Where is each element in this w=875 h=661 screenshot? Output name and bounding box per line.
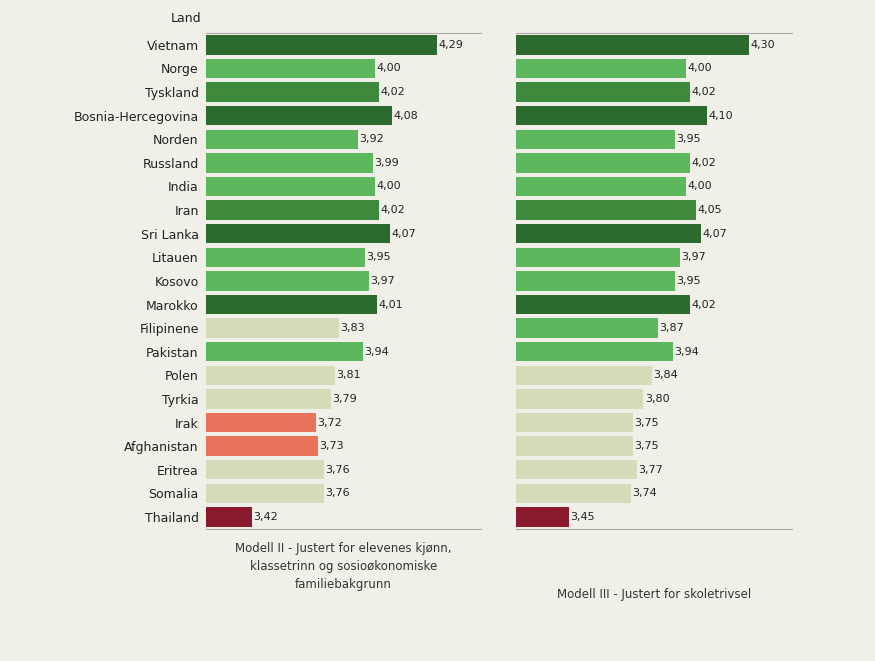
Text: 3,80: 3,80 bbox=[645, 394, 669, 404]
Text: 3,77: 3,77 bbox=[639, 465, 663, 475]
Text: 3,76: 3,76 bbox=[326, 488, 350, 498]
Text: 4,08: 4,08 bbox=[394, 110, 418, 121]
Bar bbox=[206, 508, 252, 527]
Bar bbox=[516, 106, 707, 126]
Bar bbox=[206, 177, 375, 196]
Text: 3,72: 3,72 bbox=[317, 418, 342, 428]
Text: 4,05: 4,05 bbox=[697, 205, 723, 215]
Text: 3,95: 3,95 bbox=[676, 276, 701, 286]
Bar bbox=[206, 59, 375, 78]
Bar bbox=[206, 413, 316, 432]
Bar bbox=[206, 436, 318, 456]
Text: 4,07: 4,07 bbox=[702, 229, 727, 239]
Bar bbox=[206, 342, 362, 362]
Text: Modell III - Justert for skoletrivsel: Modell III - Justert for skoletrivsel bbox=[557, 588, 751, 602]
Text: 4,07: 4,07 bbox=[391, 229, 416, 239]
Text: 4,02: 4,02 bbox=[691, 158, 716, 168]
Text: 4,00: 4,00 bbox=[687, 63, 711, 73]
Text: 4,00: 4,00 bbox=[376, 63, 401, 73]
Bar bbox=[206, 224, 390, 243]
Bar bbox=[516, 484, 631, 503]
Text: 3,84: 3,84 bbox=[654, 370, 678, 380]
Bar bbox=[206, 271, 369, 291]
Text: 3,97: 3,97 bbox=[370, 276, 395, 286]
Text: 4,00: 4,00 bbox=[687, 182, 711, 192]
Bar bbox=[206, 153, 373, 173]
Text: 4,02: 4,02 bbox=[381, 205, 405, 215]
Bar bbox=[516, 460, 637, 479]
Bar bbox=[516, 413, 633, 432]
Text: 3,75: 3,75 bbox=[634, 441, 659, 451]
Text: 4,30: 4,30 bbox=[751, 40, 775, 50]
Bar bbox=[206, 295, 377, 314]
Bar bbox=[516, 177, 686, 196]
Text: 4,00: 4,00 bbox=[376, 182, 401, 192]
Text: 3,42: 3,42 bbox=[254, 512, 278, 522]
Text: 4,02: 4,02 bbox=[381, 87, 405, 97]
Bar bbox=[206, 319, 340, 338]
Bar bbox=[516, 271, 676, 291]
Bar bbox=[206, 389, 331, 408]
Text: 4,29: 4,29 bbox=[438, 40, 463, 50]
Bar bbox=[516, 436, 633, 456]
Text: 4,10: 4,10 bbox=[709, 110, 733, 121]
Text: 3,74: 3,74 bbox=[632, 488, 657, 498]
Text: 3,81: 3,81 bbox=[336, 370, 360, 380]
Bar bbox=[206, 83, 380, 102]
Bar bbox=[516, 153, 690, 173]
Bar bbox=[206, 460, 325, 479]
Text: 3,95: 3,95 bbox=[366, 253, 390, 262]
Bar bbox=[206, 248, 365, 267]
Text: 4,01: 4,01 bbox=[379, 299, 403, 309]
Text: 3,83: 3,83 bbox=[340, 323, 365, 333]
Text: 3,75: 3,75 bbox=[634, 418, 659, 428]
Bar bbox=[206, 106, 392, 126]
Bar bbox=[516, 319, 658, 338]
Bar bbox=[206, 484, 325, 503]
Text: 4,02: 4,02 bbox=[691, 299, 716, 309]
Text: 3,94: 3,94 bbox=[675, 347, 699, 357]
Bar bbox=[516, 35, 750, 55]
Text: 3,92: 3,92 bbox=[360, 134, 384, 144]
Bar bbox=[206, 200, 380, 220]
Bar bbox=[516, 200, 696, 220]
Text: Land: Land bbox=[171, 12, 201, 25]
Bar bbox=[206, 35, 437, 55]
Bar bbox=[516, 224, 701, 243]
Bar bbox=[206, 130, 358, 149]
Text: 3,99: 3,99 bbox=[374, 158, 399, 168]
Bar bbox=[516, 295, 690, 314]
Text: 3,87: 3,87 bbox=[660, 323, 684, 333]
Text: 3,97: 3,97 bbox=[681, 253, 705, 262]
Bar bbox=[516, 389, 643, 408]
Bar bbox=[516, 248, 680, 267]
Text: Modell II - Justert for elevenes kjønn,
klassetrinn og sosioøkonomiske
familieba: Modell II - Justert for elevenes kjønn, … bbox=[235, 542, 452, 591]
Text: 3,73: 3,73 bbox=[319, 441, 344, 451]
Bar bbox=[206, 366, 335, 385]
Text: 3,94: 3,94 bbox=[364, 347, 388, 357]
Bar bbox=[516, 59, 686, 78]
Bar bbox=[516, 366, 652, 385]
Text: 3,76: 3,76 bbox=[326, 465, 350, 475]
Bar bbox=[516, 342, 673, 362]
Bar bbox=[516, 130, 676, 149]
Text: 3,79: 3,79 bbox=[332, 394, 357, 404]
Text: 3,95: 3,95 bbox=[676, 134, 701, 144]
Bar bbox=[516, 83, 690, 102]
Text: 4,02: 4,02 bbox=[691, 87, 716, 97]
Bar bbox=[516, 508, 570, 527]
Text: 3,45: 3,45 bbox=[570, 512, 595, 522]
